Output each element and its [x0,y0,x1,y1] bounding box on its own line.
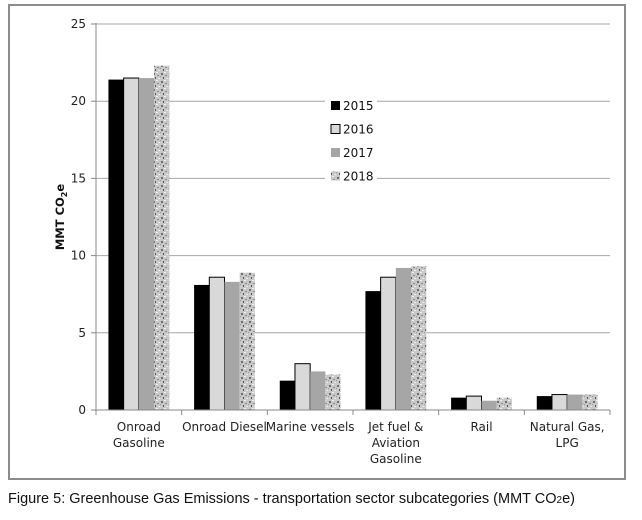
bar-2018 [411,266,427,410]
y-axis-label: MMT CO2e [53,184,69,251]
legend-label: 2018 [343,170,374,184]
bar-2018 [154,65,170,411]
bar-2016 [551,394,568,411]
bar-2015 [194,284,210,410]
bar-2018 [325,374,341,410]
legend-swatch-2016 [330,124,341,134]
bar-2015 [279,380,295,410]
bar-2015 [108,79,124,411]
x-category-label: Onroad Gasoline [113,420,165,450]
bar-2018 [496,397,512,410]
bar-2018 [239,272,255,410]
bar-2017 [224,281,240,410]
x-category-label: Marine vessels [266,420,355,434]
legend-label: 2017 [343,146,374,160]
bar-2015 [451,397,467,410]
y-tick-label: 0 [78,403,86,417]
y-tick-label: 5 [78,326,86,340]
bar-2017 [481,400,497,410]
y-tick-label: 10 [71,249,86,263]
chart-frame [8,4,626,480]
y-tick-label: 15 [71,171,86,185]
bar-2016 [208,276,226,411]
bar-2016 [465,395,482,411]
y-tick-label: 20 [71,94,86,108]
legend-label: 2016 [343,123,374,137]
legend-swatch-2017 [331,148,340,157]
x-category-label: Jet fuel & Aviation Gasoline [367,420,423,466]
x-category-label: Natural Gas, LPG [530,420,605,450]
bar-2018 [582,394,598,410]
legend-background [325,97,377,185]
bar-2016 [294,363,311,411]
legend-swatch-2015 [331,101,340,110]
bar-2017 [310,371,326,410]
bar-2017 [138,78,155,410]
bar-2017 [567,394,583,410]
figure-caption: Figure 5: Greenhouse Gas Emissions - tra… [8,491,576,507]
legend-swatch-2018 [331,171,340,181]
x-category-label: Onroad Diesel [182,420,267,434]
bar-2016 [123,77,140,411]
bar-2015 [536,396,552,410]
bar-2016 [380,276,397,411]
legend-label: 2015 [343,99,374,113]
y-tick-label: 25 [71,17,86,31]
bar-2015 [365,291,381,410]
x-category-label: Rail [470,420,492,434]
bar-2017 [395,267,412,410]
